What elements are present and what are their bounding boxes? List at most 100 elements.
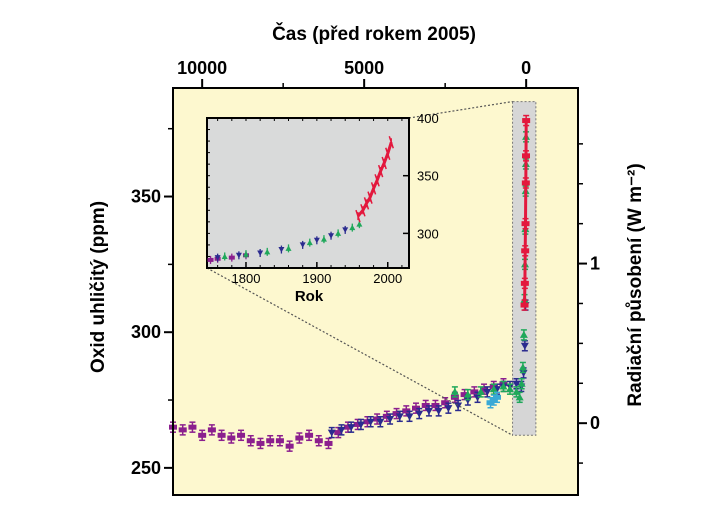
data-point-series_green-7 bbox=[515, 391, 524, 404]
inset-chart: 1800 1900 2000 300 350 400 Rok bbox=[206, 111, 439, 305]
top-tick-label-2: 0 bbox=[521, 58, 531, 78]
left-tick-label-1: 300 bbox=[131, 322, 161, 342]
inset-point-series_navy-0 bbox=[214, 253, 221, 262]
left-tick-label-2: 350 bbox=[131, 187, 161, 207]
inset-point-series_green-6 bbox=[335, 229, 342, 238]
data-point-series_green-9 bbox=[518, 361, 527, 374]
data-point-series_purple-4 bbox=[207, 424, 216, 436]
inset-point-series_green-5 bbox=[320, 235, 327, 244]
data-point-series_navy-9 bbox=[415, 407, 424, 420]
inset-point-series_purple-0 bbox=[207, 255, 214, 264]
data-point-series_red-4 bbox=[521, 177, 530, 189]
inset-x-ticks: 1800 1900 2000 bbox=[217, 118, 403, 286]
data-point-series_purple-7 bbox=[237, 429, 246, 442]
data-point-series_navy-3 bbox=[356, 418, 365, 431]
inset-x-tick-label-1: 1900 bbox=[302, 271, 331, 286]
inset-point-series_navy-2 bbox=[257, 249, 264, 257]
inset-point-series_red-5 bbox=[374, 174, 380, 187]
data-point-series_purple-9 bbox=[256, 437, 265, 450]
inset-x-tick-label-0: 1800 bbox=[232, 271, 261, 286]
inset-point-series_green-4 bbox=[306, 238, 313, 247]
data-point-series_green-0 bbox=[450, 386, 459, 398]
inset-point-series_navy-1 bbox=[235, 251, 242, 260]
inset-point-series_navy-3 bbox=[278, 245, 285, 254]
data-point-series_navy-13 bbox=[454, 399, 463, 412]
inset-point-series_red-8 bbox=[385, 147, 391, 161]
inset-point-series_green-2 bbox=[264, 247, 271, 256]
plot-frame bbox=[172, 87, 579, 496]
top-tick-label-0: 10000 bbox=[177, 58, 227, 78]
data-point-series_purple-2 bbox=[188, 421, 197, 433]
data-point-series_navy-23 bbox=[520, 340, 529, 352]
left-axis-ticks: 250 300 350 bbox=[131, 127, 173, 478]
inset-point-series_red-6 bbox=[377, 164, 384, 178]
data-point-series_purple-3 bbox=[198, 429, 207, 442]
data-point-series_navy-5 bbox=[376, 415, 385, 428]
inset-point-series_red-2 bbox=[363, 197, 370, 210]
inset-line-series_red bbox=[356, 141, 393, 218]
data-point-series_red-3 bbox=[521, 217, 530, 230]
main-series bbox=[169, 114, 531, 452]
inset-point-series_red-0 bbox=[355, 209, 361, 223]
data-point-series_purple-16 bbox=[324, 437, 333, 450]
data-point-series_navy-2 bbox=[347, 421, 356, 433]
data-point-series_cyan-2 bbox=[493, 391, 501, 404]
right-tick-label-1: 1 bbox=[590, 254, 600, 274]
inset-y-tick-label-1: 350 bbox=[417, 169, 439, 184]
inset-point-series_green-1 bbox=[242, 250, 249, 259]
data-point-series_purple-11 bbox=[275, 434, 284, 447]
data-point-series_purple-15 bbox=[314, 434, 323, 447]
inset-plot-area bbox=[206, 117, 410, 269]
inset-point-series_green-7 bbox=[349, 223, 356, 232]
inset-x-tick-label-2: 2000 bbox=[373, 271, 402, 286]
inset-point-series_navy-7 bbox=[342, 225, 349, 234]
inset-y-tick-label-0: 300 bbox=[417, 226, 439, 241]
inset-y-tick-label-2: 400 bbox=[417, 111, 439, 126]
left-tick-label-0: 250 bbox=[131, 458, 161, 478]
inset-point-series_red-1 bbox=[360, 204, 366, 217]
inset-point-series_red-3 bbox=[367, 191, 373, 204]
zoom-connector-lines bbox=[206, 100, 513, 436]
data-point-series_navy-11 bbox=[434, 405, 443, 417]
inset-point-series_red-4 bbox=[370, 182, 377, 195]
inset-x-axis-title: Rok bbox=[295, 288, 324, 305]
inset-y-ticks: 300 350 400 bbox=[207, 111, 439, 257]
top-tick-label-1: 5000 bbox=[344, 58, 384, 78]
data-point-series_red-5 bbox=[521, 150, 530, 162]
inset-point-series_red-7 bbox=[381, 156, 387, 170]
inset-point-series_red-9 bbox=[388, 135, 394, 149]
inset-point-series_green-0 bbox=[221, 252, 228, 261]
inset-point-series_navy-5 bbox=[313, 236, 320, 245]
data-point-series_purple-5 bbox=[217, 429, 226, 442]
inset-series bbox=[207, 135, 394, 264]
data-point-series_navy-4 bbox=[366, 415, 375, 428]
right-axis-ticks: 01 bbox=[578, 143, 600, 464]
data-point-series_purple-8 bbox=[246, 434, 255, 447]
series-line-series_red bbox=[523, 120, 528, 306]
data-point-series_green-10 bbox=[519, 329, 528, 341]
inset-point-series_green-3 bbox=[285, 244, 292, 253]
top-axis-ticks: 10000 5000 0 bbox=[177, 58, 531, 88]
data-point-series_navy-0 bbox=[327, 426, 336, 439]
data-point-series_purple-14 bbox=[305, 429, 314, 442]
data-point-series_navy-12 bbox=[444, 402, 453, 414]
data-point-series_green-3 bbox=[489, 383, 498, 395]
data-point-series_navy-1 bbox=[337, 424, 346, 436]
data-point-series_green-2 bbox=[476, 386, 485, 398]
inset-point-series_navy-6 bbox=[328, 231, 335, 240]
data-point-series_green-8 bbox=[517, 378, 526, 390]
data-point-series_navy-8 bbox=[405, 410, 414, 423]
inset-point-series_purple-2 bbox=[228, 253, 235, 262]
data-point-series_navy-7 bbox=[395, 410, 404, 423]
data-point-series_green-5 bbox=[505, 383, 514, 395]
data-point-series_navy-16 bbox=[483, 386, 492, 398]
right-axis-title: Radiační působení (W m⁻²) bbox=[625, 163, 646, 406]
data-point-series_purple-12 bbox=[285, 440, 294, 452]
data-point-series_navy-10 bbox=[424, 405, 433, 417]
top-axis-title: Čas (před rokem 2005) bbox=[272, 23, 476, 45]
data-point-series_navy-6 bbox=[386, 413, 395, 425]
data-point-series_purple-13 bbox=[295, 432, 304, 444]
data-point-series_purple-10 bbox=[266, 434, 275, 447]
right-tick-label-0: 0 bbox=[590, 413, 600, 433]
